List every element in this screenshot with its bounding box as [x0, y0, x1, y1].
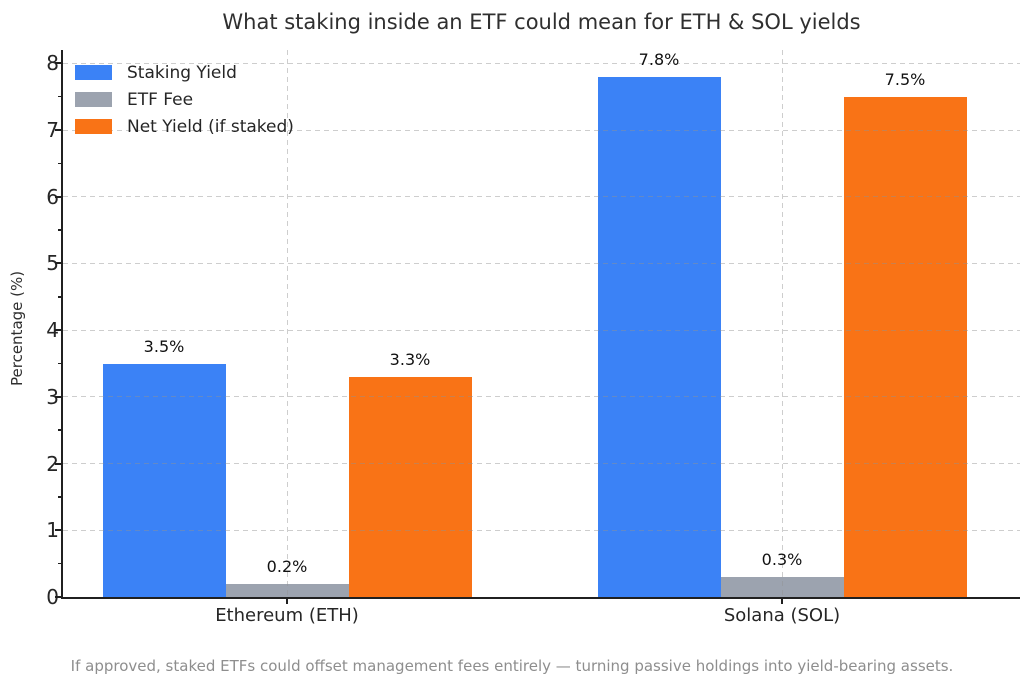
y-tick-5 [55, 262, 61, 265]
y-tick-label-2: 2 [46, 451, 59, 476]
y-axis-spine [61, 50, 63, 599]
y-minor-tick-6.5 [58, 162, 62, 165]
gridline-y-8 [63, 62, 1020, 64]
y-tick-label-4: 4 [46, 318, 59, 343]
legend-label: Net Yield (if staked) [127, 116, 294, 137]
chart-caption: If approved, staked ETFs could offset ma… [70, 657, 954, 675]
gridline-y-1 [63, 529, 1020, 531]
y-tick-4 [55, 329, 61, 332]
bar-value-label-0-1: 7.8% [638, 49, 680, 69]
bar-value-label-1-0: 0.2% [266, 556, 308, 576]
y-minor-tick-3.5 [58, 362, 62, 365]
gridline-y-7 [63, 129, 1020, 131]
y-tick-label-1: 1 [46, 518, 59, 543]
y-tick-2 [55, 462, 61, 465]
y-tick-0 [55, 596, 61, 598]
legend-label: ETF Fee [127, 89, 194, 110]
x-category-label-0: Ethereum (ETH) [215, 605, 359, 626]
bar-value-label-2-0: 3.3% [389, 349, 431, 369]
bar-net-yield-if-staked-0 [348, 376, 472, 597]
y-minor-tick-5.5 [58, 229, 62, 231]
gridline-y-6 [63, 196, 1020, 198]
gridline-y-5 [63, 262, 1020, 264]
bar-value-label-1-1: 0.3% [761, 549, 803, 569]
bar-staking-yield-0 [102, 363, 226, 597]
gridline-y-3 [63, 396, 1020, 398]
bar-net-yield-if-staked-1 [843, 96, 967, 597]
y-axis-title: Percentage (%) [8, 270, 26, 386]
legend-item: Staking Yield [75, 62, 294, 83]
y-minor-tick-2.5 [58, 429, 62, 431]
bar-value-label-0-0: 3.5% [143, 336, 185, 356]
x-tick-1 [781, 599, 783, 604]
y-tick-label-3: 3 [46, 384, 59, 409]
y-minor-tick-0.5 [58, 562, 62, 565]
x-tick-0 [286, 599, 288, 604]
bar-etf-fee-0 [225, 583, 349, 597]
y-minor-tick-7.5 [58, 95, 62, 98]
gridline-y-2 [63, 463, 1020, 465]
gridline-y-4 [63, 329, 1020, 331]
bar-value-label-2-1: 7.5% [884, 69, 926, 89]
y-tick-label-0: 0 [46, 585, 59, 609]
y-tick-7 [55, 129, 61, 132]
y-minor-tick-4.5 [58, 296, 62, 298]
legend-swatch-icon [75, 92, 112, 107]
legend-item: Net Yield (if staked) [75, 116, 294, 137]
y-tick-6 [55, 195, 61, 198]
y-tick-1 [55, 529, 61, 532]
y-tick-label-7: 7 [46, 118, 59, 143]
legend-swatch-icon [75, 65, 112, 80]
x-axis-spine [61, 597, 1020, 599]
legend: Staking Yield ETF Fee Net Yield (if staked… [75, 62, 294, 137]
chart-title: What staking inside an ETF could mean fo… [222, 10, 861, 34]
gridline-x-1 [781, 50, 783, 597]
y-tick-8 [55, 62, 61, 65]
y-tick-3 [55, 395, 61, 398]
y-tick-label-5: 5 [46, 251, 59, 276]
y-tick-label-6: 6 [46, 184, 59, 209]
legend-swatch-icon [75, 119, 112, 134]
plot-area: Staking Yield ETF Fee Net Yield (if staked… [46, 49, 1020, 626]
legend-label: Staking Yield [127, 62, 237, 83]
gridline-x-0 [286, 50, 288, 597]
bar-etf-fee-1 [720, 576, 844, 597]
bar-staking-yield-1 [597, 76, 721, 597]
y-minor-tick-1.5 [58, 496, 62, 498]
x-category-label-1: Solana (SOL) [723, 605, 841, 626]
legend-item: ETF Fee [75, 89, 294, 110]
y-tick-label-8: 8 [46, 51, 59, 76]
